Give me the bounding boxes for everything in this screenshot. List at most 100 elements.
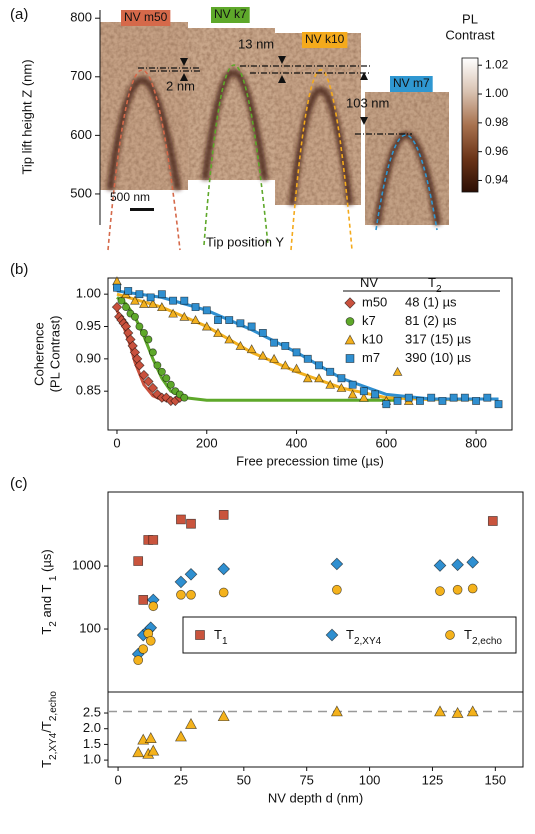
point	[314, 373, 324, 383]
point	[247, 322, 256, 331]
point	[148, 535, 159, 545]
y-tick-label: 1.0	[83, 752, 101, 767]
legend-value: 81 (2) µs	[405, 313, 457, 328]
point	[143, 376, 154, 387]
x-axis-label: Free precession time (µs)	[236, 453, 384, 468]
legend-header: T2	[428, 275, 442, 295]
y-axis-label-part: (µs)	[39, 549, 54, 575]
legend-marker	[345, 317, 355, 326]
point	[332, 584, 342, 595]
colorbar-tick-label: 1.00	[485, 86, 509, 100]
point	[176, 589, 186, 600]
panel-label: (b)	[10, 261, 28, 278]
y-tick-label: 1.00	[76, 286, 101, 301]
point	[113, 283, 121, 292]
point	[144, 731, 157, 743]
y-axis-label-part: T	[39, 627, 54, 635]
point	[174, 575, 188, 589]
annotation: 13 nm	[238, 36, 274, 51]
x-tick-label: 200	[196, 435, 218, 450]
point	[157, 367, 166, 376]
point	[235, 340, 246, 350]
y-axis-label: (PL Contrast)	[47, 316, 62, 393]
y-axis-label: T2,XY4/T2,echo	[39, 691, 59, 768]
y-axis-label-part: /T	[39, 721, 54, 733]
point	[434, 705, 446, 717]
point	[452, 584, 463, 595]
x-axis-label: NV depth d (nm)	[268, 790, 363, 805]
legend-name: k7	[362, 313, 376, 328]
point	[214, 316, 222, 324]
point	[291, 363, 302, 373]
annotation: 2 nm	[166, 78, 195, 93]
point	[270, 338, 279, 347]
point	[179, 311, 190, 321]
y-axis-label-part: T	[39, 760, 54, 768]
plot-frame	[107, 691, 524, 768]
point	[330, 557, 344, 571]
nv-label-box	[211, 7, 250, 23]
legend-name: k10	[362, 331, 383, 346]
point	[135, 290, 144, 299]
y-tick-label: 500	[70, 185, 92, 200]
point	[169, 296, 178, 305]
y-tick-label: 2.5	[83, 704, 101, 719]
colorbar-title: Contrast	[445, 27, 495, 42]
point	[122, 303, 130, 312]
point	[435, 586, 445, 596]
heatmaps	[100, 22, 449, 251]
y-tick-label: 0.90	[76, 350, 101, 365]
point	[180, 393, 189, 402]
y-axis-label-part: 2,XY4	[48, 732, 59, 760]
panel-label: (a)	[10, 6, 28, 23]
legend-subscript: 2,XY4	[354, 636, 382, 647]
point	[302, 373, 313, 383]
heatmap-texture	[100, 22, 449, 225]
legend-name: m50	[362, 294, 387, 309]
point	[358, 392, 369, 402]
legend-marker	[325, 628, 339, 642]
point	[130, 312, 139, 321]
x-tick-label: 600	[375, 435, 397, 450]
point	[280, 360, 291, 370]
point	[218, 587, 229, 598]
y-tick-label: 0.95	[76, 318, 101, 333]
point	[416, 396, 424, 405]
y-axis-label: Coherence	[31, 322, 46, 386]
point	[449, 393, 458, 402]
annotation: 103 nm	[346, 95, 389, 110]
point	[217, 562, 231, 576]
point	[185, 717, 197, 729]
x-tick-label: 25	[174, 772, 188, 787]
legend-header-part: 2	[436, 284, 442, 295]
point	[176, 514, 186, 525]
legend-name: m7	[362, 350, 380, 365]
y-tick-label: 800	[70, 10, 92, 25]
point	[190, 314, 201, 324]
x-tick-label: 800	[465, 435, 487, 450]
y-axis-label-part: 1	[48, 575, 59, 581]
point	[337, 374, 346, 383]
legend-header-part: NV	[360, 275, 378, 290]
point	[161, 392, 172, 403]
legend-marker	[344, 334, 356, 345]
point	[133, 556, 144, 566]
point	[139, 329, 148, 337]
point	[138, 644, 149, 654]
point	[466, 705, 479, 717]
legend-entry: T2,XY4	[346, 627, 382, 647]
colorbar-tick-label: 0.94	[485, 173, 509, 187]
x-tick-label: 125	[422, 772, 444, 787]
legend-entry: T2,echo	[464, 627, 502, 647]
legend-subscript: 2,echo	[472, 636, 502, 647]
y-axis-label: T2 and T 1 (µs)	[39, 549, 59, 634]
point	[292, 348, 301, 357]
x-tick-label: 50	[237, 772, 251, 787]
y-axis-label-part: and T	[39, 581, 54, 621]
point	[427, 393, 436, 402]
y-tick-label: 0.85	[76, 383, 101, 398]
point	[201, 321, 212, 331]
point	[433, 559, 447, 572]
point	[246, 344, 257, 354]
nv-label-box	[302, 32, 348, 48]
